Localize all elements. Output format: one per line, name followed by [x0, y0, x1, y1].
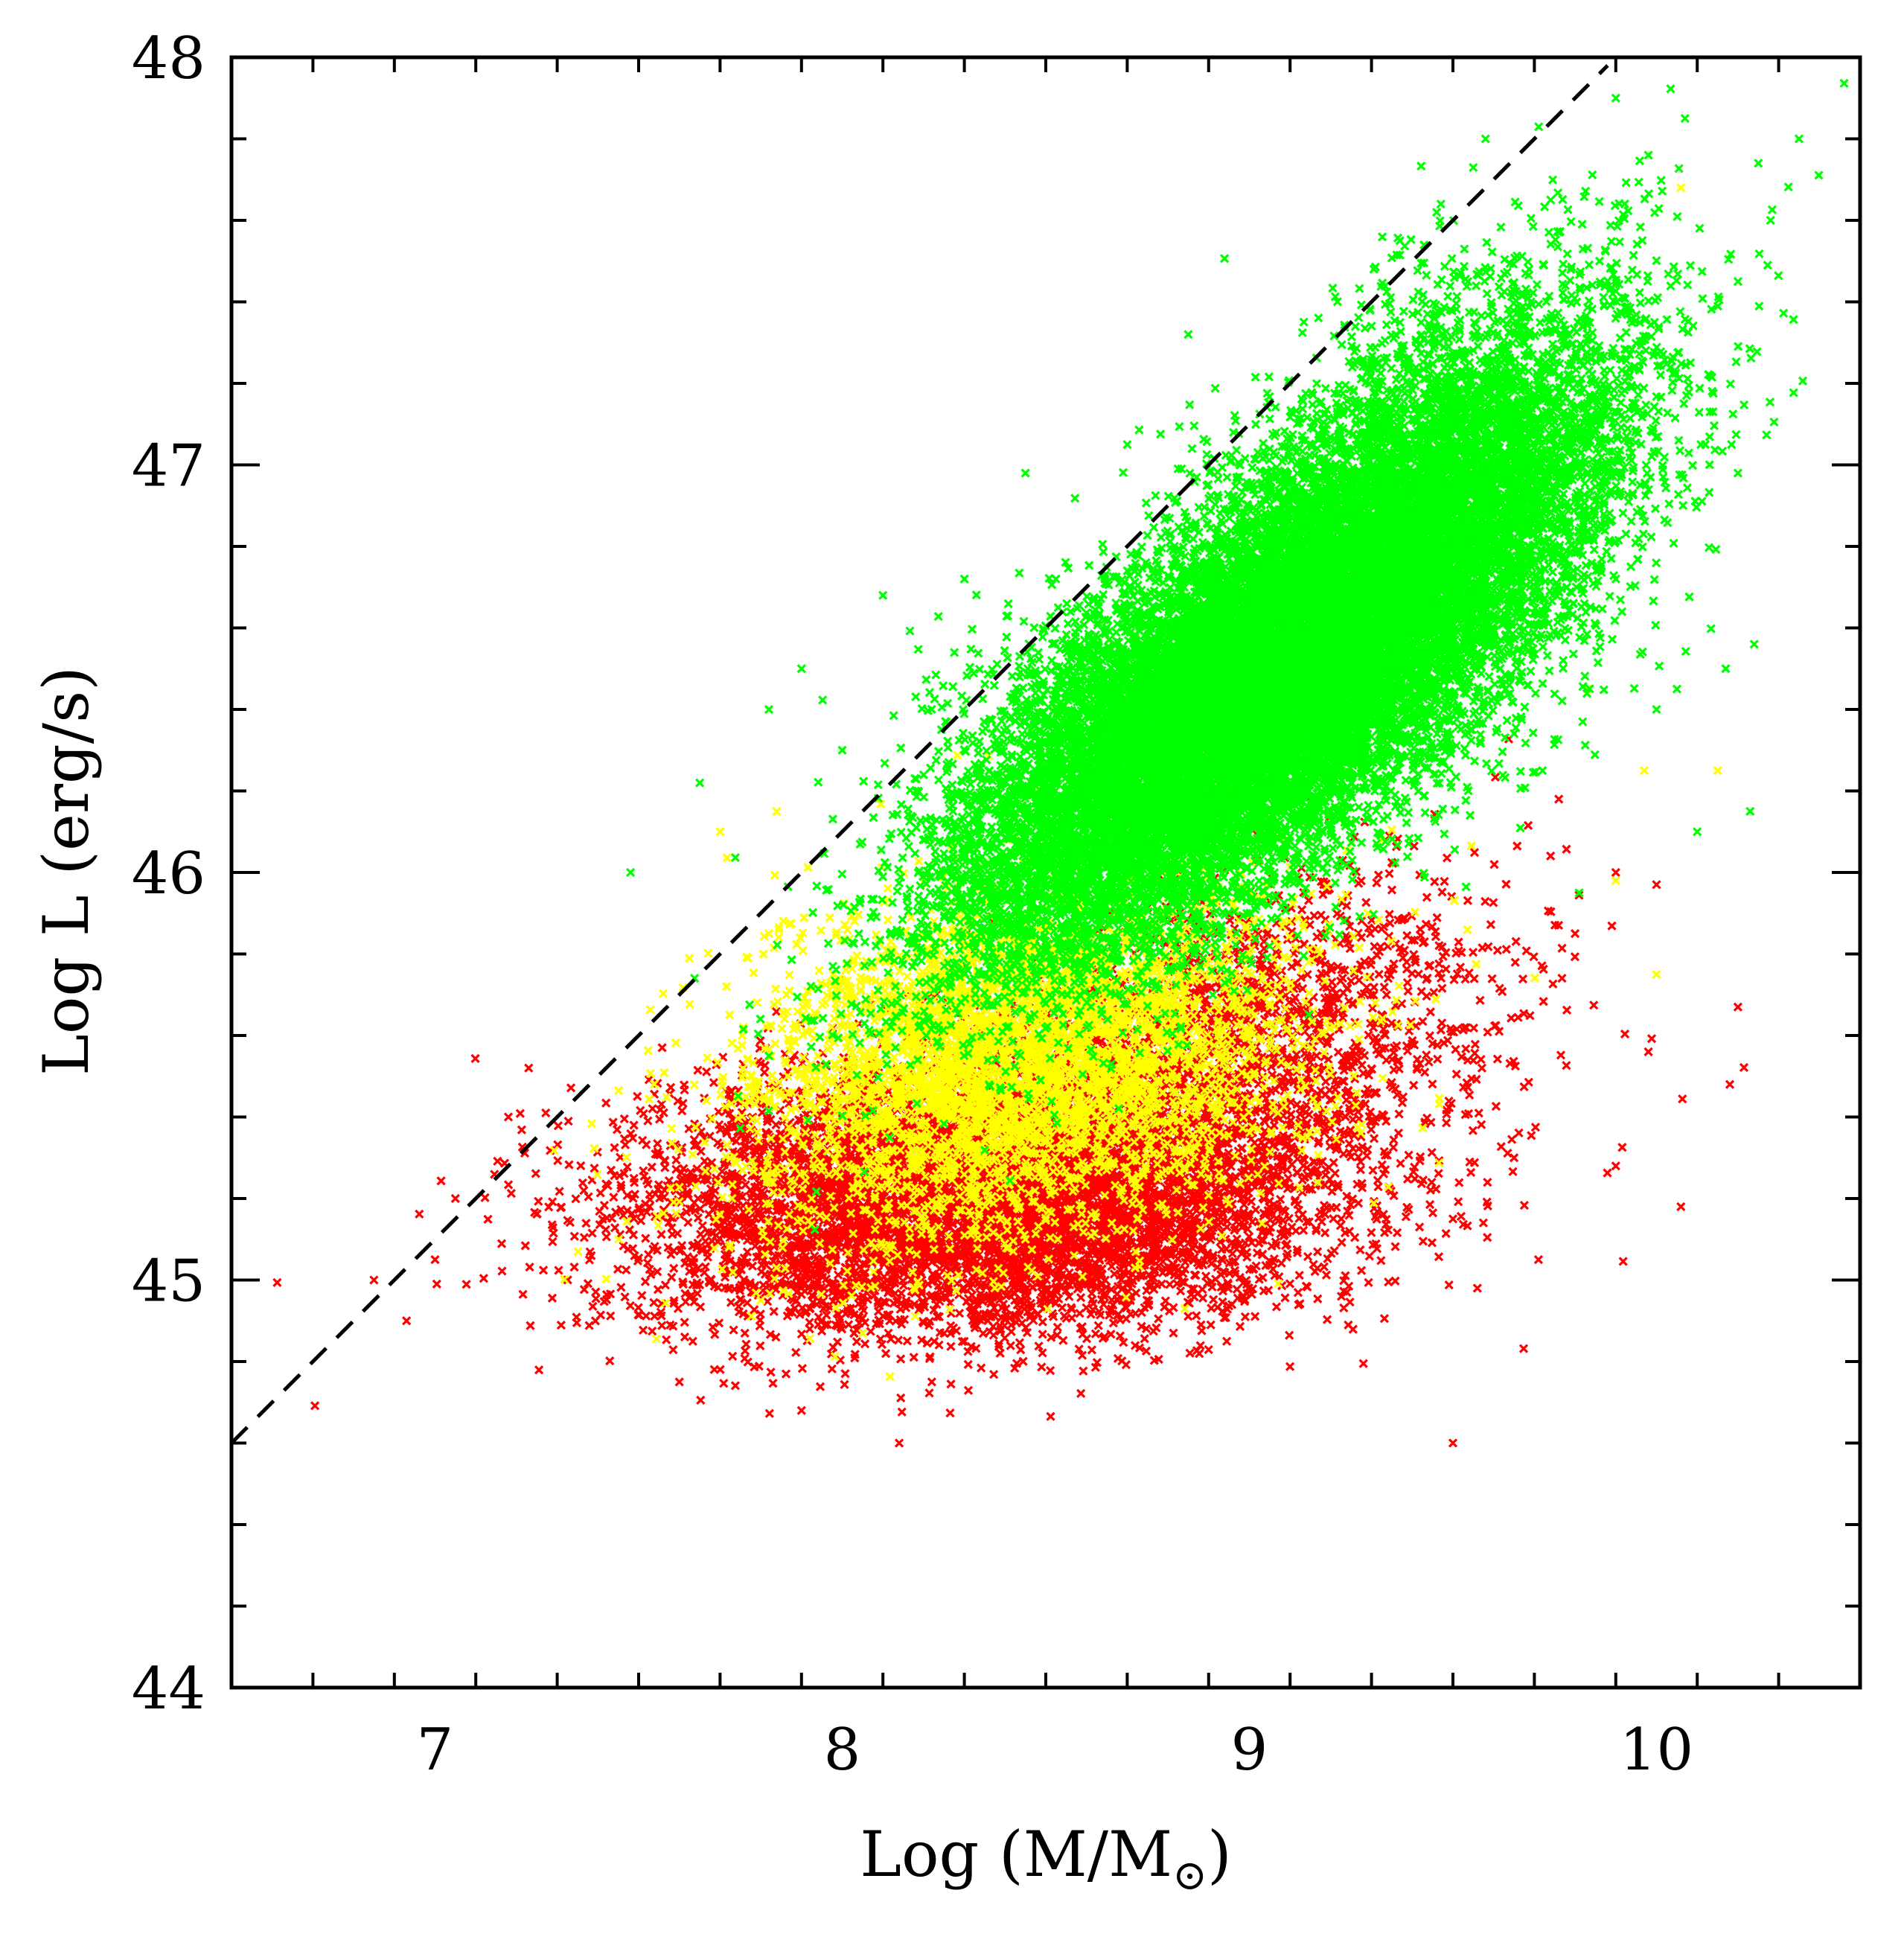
y-tick-label: 48	[132, 25, 205, 92]
x-tick-label: 8	[824, 1717, 861, 1784]
y-tick-label: 45	[132, 1248, 205, 1315]
series-green-markers	[625, 78, 1849, 1235]
x-axis-label: Log (M/M⊙)	[860, 1818, 1232, 1900]
x-tick-label: 10	[1620, 1717, 1693, 1784]
y-tick-label: 46	[132, 840, 205, 907]
y-axis-label: Log L (erg/s)	[30, 666, 103, 1076]
points-layer	[272, 78, 1849, 1448]
x-axis-label-close: )	[1207, 1818, 1232, 1891]
reference-line-layer	[231, 64, 1609, 1445]
plot-frame	[229, 55, 1862, 1690]
tick-labels-layer: 7 8 9 10 44 45 46 47 48	[132, 25, 1693, 1784]
y-tick-label: 47	[132, 433, 205, 500]
x-axis-label-subscript: ⊙	[1172, 1851, 1207, 1900]
dashed-reference-line	[231, 64, 1609, 1445]
y-tick-label: 44	[132, 1656, 205, 1723]
x-tick-label: 7	[417, 1717, 454, 1784]
x-tick-label: 9	[1231, 1717, 1268, 1784]
